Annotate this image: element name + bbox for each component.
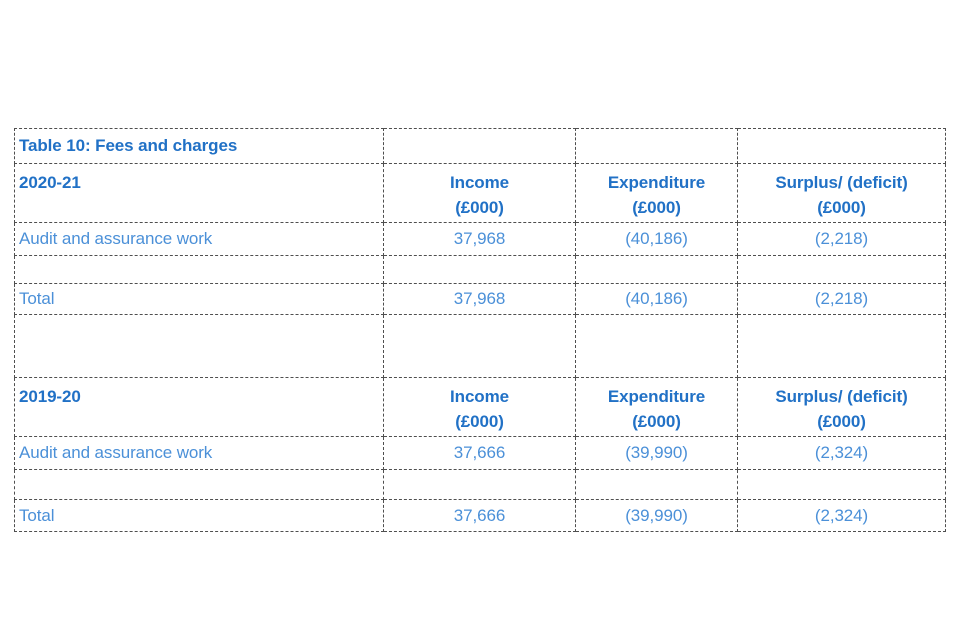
year-label-2019-20: 2019-20: [14, 377, 384, 437]
total-label: Total: [14, 499, 384, 532]
empty-cell: [575, 128, 738, 164]
empty-cell: [383, 314, 576, 378]
total-expenditure-value: (39,990): [575, 499, 738, 532]
column-header-line1: Surplus/ (deficit): [775, 387, 908, 406]
table-row: Audit and assurance work 37,968 (40,186)…: [14, 222, 946, 256]
total-income-value: 37,968: [383, 283, 576, 315]
empty-row: [14, 469, 946, 500]
table-row: 2020-21 Income (£000) Expenditure (£000)…: [14, 163, 946, 223]
column-header-line1: Surplus/ (deficit): [775, 173, 908, 192]
table-title: Table 10: Fees and charges: [14, 128, 384, 164]
empty-row: [14, 314, 946, 378]
fees-and-charges-table: Table 10: Fees and charges 2020-21 Incom…: [14, 128, 946, 532]
empty-cell: [737, 469, 946, 500]
table-row: 2019-20 Income (£000) Expenditure (£000)…: [14, 377, 946, 437]
empty-cell: [575, 314, 738, 378]
table-row: Total 37,666 (39,990) (2,324): [14, 499, 946, 532]
column-header-line1: Income: [450, 173, 509, 192]
income-value: 37,666: [383, 436, 576, 470]
column-header-line2: (£000): [817, 198, 866, 217]
column-header-line1: Expenditure: [607, 387, 706, 406]
table-row: Audit and assurance work 37,666 (39,990)…: [14, 436, 946, 470]
total-label: Total: [14, 283, 384, 315]
column-header-line1: Income: [450, 387, 509, 406]
column-header-line1: Expenditure: [607, 173, 706, 192]
column-header-expenditure: Expenditure (£000): [575, 163, 738, 223]
empty-cell: [14, 314, 384, 378]
empty-cell: [737, 255, 946, 284]
column-header-income: Income (£000): [383, 163, 576, 223]
empty-cell: [575, 469, 738, 500]
income-value: 37,968: [383, 222, 576, 256]
column-header-surplus-deficit: Surplus/ (deficit) (£000): [737, 377, 946, 437]
year-label-2020-21: 2020-21: [14, 163, 384, 223]
total-surplus-deficit-value: (2,218): [737, 283, 946, 315]
column-header-income: Income (£000): [383, 377, 576, 437]
empty-cell: [383, 469, 576, 500]
column-header-expenditure: Expenditure (£000): [575, 377, 738, 437]
empty-cell: [575, 255, 738, 284]
row-label: Audit and assurance work: [14, 222, 384, 256]
row-label: Audit and assurance work: [14, 436, 384, 470]
empty-cell: [14, 255, 384, 284]
total-income-value: 37,666: [383, 499, 576, 532]
expenditure-value: (40,186): [575, 222, 738, 256]
total-expenditure-value: (40,186): [575, 283, 738, 315]
column-header-line2: (£000): [632, 198, 681, 217]
empty-cell: [383, 255, 576, 284]
table-row: Total 37,968 (40,186) (2,218): [14, 283, 946, 315]
column-header-surplus-deficit: Surplus/ (deficit) (£000): [737, 163, 946, 223]
empty-cell: [383, 128, 576, 164]
empty-cell: [737, 128, 946, 164]
empty-cell: [737, 314, 946, 378]
fees-table: Table 10: Fees and charges 2020-21 Incom…: [14, 128, 946, 532]
table-row: Table 10: Fees and charges: [14, 128, 946, 164]
column-header-line2: (£000): [632, 412, 681, 431]
surplus-deficit-value: (2,324): [737, 436, 946, 470]
empty-cell: [14, 469, 384, 500]
surplus-deficit-value: (2,218): [737, 222, 946, 256]
expenditure-value: (39,990): [575, 436, 738, 470]
total-surplus-deficit-value: (2,324): [737, 499, 946, 532]
column-header-line2: (£000): [455, 198, 504, 217]
column-header-line2: (£000): [817, 412, 866, 431]
column-header-line2: (£000): [455, 412, 504, 431]
empty-row: [14, 255, 946, 284]
